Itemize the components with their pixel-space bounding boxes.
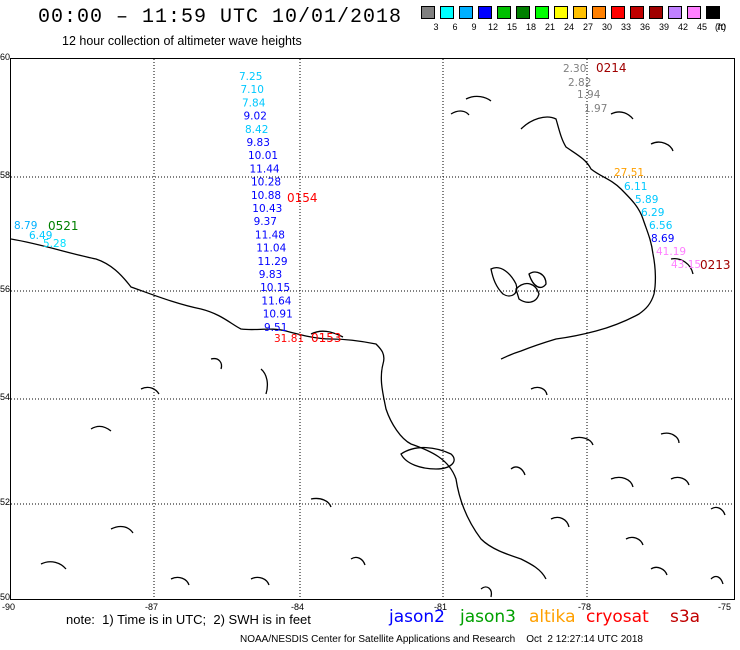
- mission-legend-altika: altika: [529, 607, 576, 627]
- wave-height-label: 10.15: [260, 282, 290, 294]
- legend-swatch: [668, 6, 682, 19]
- legend-tick: 24: [563, 22, 574, 32]
- map-canvas: 7.257.107.849.028.429.8310.0111.4410.281…: [10, 59, 734, 599]
- wave-height-label: 9.51: [264, 322, 287, 334]
- wave-height-label: 10.01: [248, 150, 278, 162]
- legend-swatch: [440, 6, 454, 19]
- page-subtitle: 12 hour collection of altimeter wave hei…: [62, 34, 302, 48]
- wave-height-label: 1.97: [584, 103, 607, 115]
- coastline: [10, 95, 726, 598]
- legend-tick: 12: [487, 22, 498, 32]
- legend-tick: 15: [506, 22, 517, 32]
- longitude-tick-label: -87: [145, 602, 159, 612]
- wave-height-label: 8.42: [245, 124, 268, 136]
- longitude-tick-label: -78: [578, 602, 592, 612]
- legend-swatch: [421, 6, 435, 19]
- legend-swatch: [592, 6, 606, 19]
- footer-credit: NOAA/NESDIS Center for Satellite Applica…: [240, 634, 643, 645]
- legend-tick: 45: [696, 22, 707, 32]
- legend-tick: 21: [544, 22, 555, 32]
- legend-tick: 39: [658, 22, 669, 32]
- wave-height-label: 10.43: [252, 203, 282, 215]
- pass-time-label: 0213: [700, 258, 731, 272]
- legend-swatch: [497, 6, 511, 19]
- wave-height-label: 10.91: [263, 309, 293, 321]
- wave-height-label: 8.79: [14, 220, 37, 232]
- latitude-tick-label: 54: [0, 392, 11, 402]
- longitude-tick-label: -75: [718, 602, 732, 612]
- legend-tick: 36: [639, 22, 650, 32]
- wave-height-label: 27.51: [614, 167, 644, 179]
- wave-height-label: 8.69: [651, 233, 674, 245]
- legend-swatch: [516, 6, 530, 19]
- legend-swatch: [611, 6, 625, 19]
- wave-height-label: 11.29: [258, 256, 288, 268]
- wave-height-label: 2.82: [568, 77, 591, 89]
- wave-height-label: 11.64: [261, 295, 291, 307]
- legend-tick: 70: [715, 22, 726, 32]
- latitude-tick-label: 58: [0, 170, 11, 180]
- wave-height-label: 9.83: [259, 269, 282, 281]
- legend-swatch: [630, 6, 644, 19]
- mission-legend-jason3: jason3: [460, 607, 516, 627]
- footer-note: note: 1) Time is in UTC; 2) SWH is in fe…: [66, 612, 311, 627]
- legend-swatch: [706, 6, 720, 19]
- wave-height-label: 6.49: [29, 230, 52, 242]
- legend-tick: 3: [433, 22, 439, 32]
- wave-height-label: 7.10: [241, 84, 264, 96]
- wave-height-label: 9.02: [244, 111, 267, 123]
- latitude-tick-label: 50: [0, 592, 11, 602]
- legend-swatch: [459, 6, 473, 19]
- wave-height-label: 10.28: [251, 177, 281, 189]
- latitude-tick-label: 60: [0, 52, 11, 62]
- legend-unit: (ft): [715, 22, 726, 32]
- wave-height-label: 2.30: [563, 63, 586, 75]
- wave-height-label: 7.25: [239, 71, 262, 83]
- wave-height-label: 11.48: [255, 229, 285, 241]
- graticule: [11, 59, 734, 599]
- legend-tick: 9: [471, 22, 477, 32]
- legend-swatch: [478, 6, 492, 19]
- pass-time-label: 0521: [48, 219, 79, 233]
- mission-legend-s3a: s3a: [670, 607, 701, 627]
- pass-time-label: 0214: [596, 61, 627, 75]
- mission-legend-cryosat: cryosat: [586, 607, 649, 627]
- wave-height-label: 5.89: [635, 194, 658, 206]
- wave-height-label: 31.81: [274, 333, 304, 345]
- page-title: 00:00 – 11:59 UTC 10/01/2018: [38, 6, 403, 29]
- wave-height-label: 6.56: [649, 220, 673, 232]
- legend-swatch: [573, 6, 587, 19]
- longitude-tick-label: -90: [2, 602, 16, 612]
- wave-height-label: 1.94: [577, 89, 601, 101]
- legend-swatch: [554, 6, 568, 19]
- wave-height-label: 11.44: [250, 163, 280, 175]
- wave-height-label: 11.04: [256, 243, 286, 255]
- latitude-tick-label: 52: [0, 497, 11, 507]
- map-frame: 7.25 7.10 7.84 9.02 8.42 9.83 10.01 11.44 10.28 1…: [10, 58, 735, 600]
- legend-tick: 18: [525, 22, 536, 32]
- wave-height-label: 10.88: [251, 190, 281, 202]
- longitude-tick-label: -81: [434, 602, 448, 612]
- mission-legend-jason2: jason2: [389, 607, 445, 627]
- wave-height-label: 5.28: [43, 238, 66, 250]
- legend-tick: 30: [601, 22, 612, 32]
- latitude-tick-label: 56: [0, 284, 11, 294]
- pass-time-label: 0153: [311, 331, 342, 345]
- wave-height-label: 43.15: [671, 259, 701, 271]
- legend-tick: 33: [620, 22, 631, 32]
- wave-height-label: 6.11: [624, 181, 647, 193]
- wave-height-label: 9.37: [254, 216, 277, 228]
- longitude-tick-label: -84: [291, 602, 305, 612]
- legend-swatch: [535, 6, 549, 19]
- pass-time-label: 0154: [287, 191, 318, 205]
- wave-height-label: 9.83: [247, 137, 270, 149]
- wave-height-label: 6.29: [641, 207, 664, 219]
- legend-tick: 42: [677, 22, 688, 32]
- legend-tick: 6: [452, 22, 458, 32]
- legend-swatch: [687, 6, 701, 19]
- legend-swatch: [649, 6, 663, 19]
- wave-height-label: 41.19: [656, 246, 686, 258]
- wave-height-label: 7.84: [242, 97, 266, 109]
- legend-tick: 27: [582, 22, 593, 32]
